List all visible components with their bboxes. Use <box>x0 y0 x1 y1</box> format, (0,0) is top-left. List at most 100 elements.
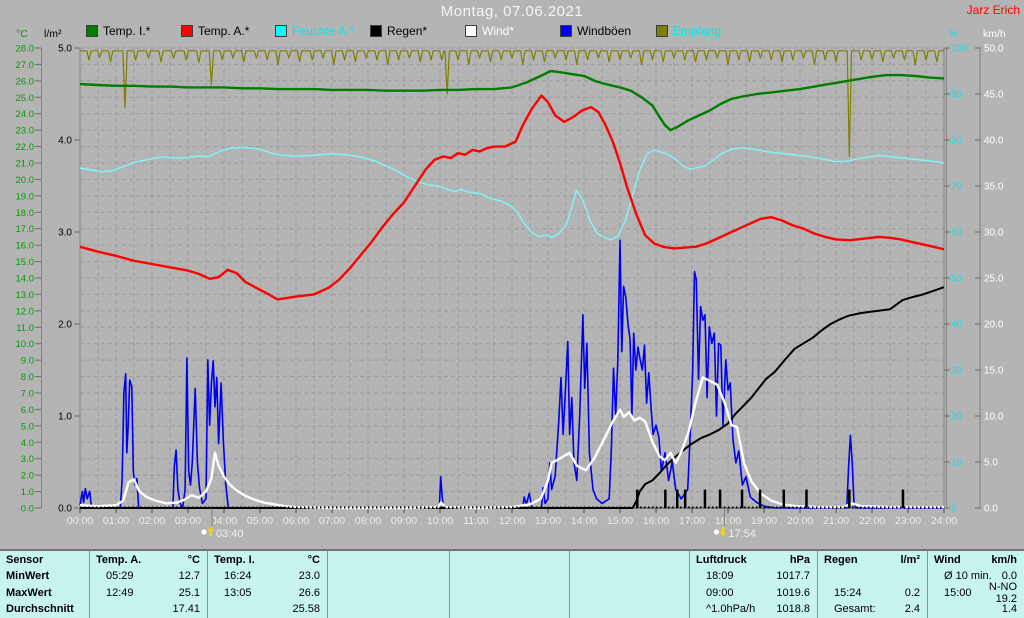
series-empfang-line <box>80 50 944 158</box>
svg-text:15.0: 15.0 <box>984 366 1004 377</box>
table-cell <box>328 585 449 600</box>
svg-text:60: 60 <box>951 228 963 239</box>
table-cell <box>328 569 449 584</box>
legend-label: Temp. A.* <box>198 24 250 38</box>
legend-swatch <box>181 25 193 37</box>
weather-chart-plot: 0.0 1.0 2.0 3.0 4.0 5.0 6.0 7.0 8.0 9.0 10.0 11.0 12… <box>16 44 1004 541</box>
svg-text:10: 10 <box>951 458 963 469</box>
svg-text:2.0: 2.0 <box>58 320 72 331</box>
svg-text:80: 80 <box>951 136 963 147</box>
table-cell: 05:29 12.7 <box>106 570 200 583</box>
svg-text:1.0: 1.0 <box>21 487 34 498</box>
svg-text:11:00: 11:00 <box>463 515 489 527</box>
svg-text:10.0: 10.0 <box>16 339 35 350</box>
table-cell: 12:49 25.1 <box>106 586 200 599</box>
svg-text:23.0: 23.0 <box>16 126 35 137</box>
svg-text:20: 20 <box>951 412 963 423</box>
svg-text:50: 50 <box>951 274 963 285</box>
svg-text:2.0: 2.0 <box>21 471 34 482</box>
svg-text:22.0: 22.0 <box>16 142 35 153</box>
svg-text:24.0: 24.0 <box>16 109 35 120</box>
svg-text:50.0: 50.0 <box>984 44 1004 55</box>
svg-text:00:00: 00:00 <box>67 515 93 527</box>
svg-text:17.0: 17.0 <box>16 224 35 235</box>
table-cell <box>570 585 689 600</box>
table-col-unit: °C <box>307 554 320 567</box>
table-col-empty-4 <box>570 551 690 618</box>
table-cell <box>818 569 927 584</box>
sunrise-icon <box>201 527 215 536</box>
table-cell: 17.41 <box>172 602 200 615</box>
table-col-unit: l/m² <box>900 554 920 567</box>
table-cell: 1.4 <box>1001 602 1017 615</box>
svg-text:08:00: 08:00 <box>355 515 381 527</box>
svg-text:09:00: 09:00 <box>391 515 417 527</box>
legend-label: Windböen <box>577 24 632 38</box>
svg-text:25.0: 25.0 <box>16 93 35 104</box>
svg-text:26.0: 26.0 <box>16 76 35 87</box>
legend-item-7: Empfang <box>656 24 721 38</box>
svg-text:0: 0 <box>951 504 957 515</box>
svg-text:70: 70 <box>951 182 963 193</box>
svg-text:10:00: 10:00 <box>427 515 453 527</box>
series-regen-line <box>80 286 945 509</box>
table-cell: 25.58 <box>292 602 320 615</box>
svg-text:0.0: 0.0 <box>984 504 998 515</box>
axis-ticks-time: 00:00 01:00 02:00 03:00 04:00 05:00 06:00 07:00… <box>67 508 957 527</box>
table-col-name: Luftdruck <box>696 554 747 567</box>
svg-text:14:00: 14:00 <box>571 515 597 527</box>
annotation-03:40: 03:40 <box>201 508 244 540</box>
table-cell <box>328 601 449 616</box>
table-cell: Ø 10 min. 0.0 <box>944 570 1017 583</box>
table-cell: 16:24 23.0 <box>224 570 320 583</box>
legend-item-3: Feuchte A.* <box>275 24 354 38</box>
svg-text:35.0: 35.0 <box>984 182 1004 193</box>
annotation-17:54: 17:54 <box>713 508 756 540</box>
station-owner: Jarz Erich <box>966 3 1020 17</box>
table-cell <box>570 601 689 616</box>
svg-text:03:00: 03:00 <box>175 515 201 527</box>
legend-swatch <box>86 25 98 37</box>
legend-swatch <box>275 25 287 37</box>
svg-text:3.0: 3.0 <box>21 454 34 465</box>
svg-text:6.0: 6.0 <box>21 405 34 416</box>
svg-text:30: 30 <box>951 366 963 377</box>
svg-text:20.0: 20.0 <box>16 175 35 186</box>
table-cell: 15:00 N-NO 19.2 <box>944 580 1017 605</box>
svg-text:40: 40 <box>951 320 963 331</box>
table-row-label: Sensor <box>6 554 44 567</box>
svg-text:13:00: 13:00 <box>535 515 561 527</box>
table-col-wind: Wind km/h Ø 10 min. 0.0 15:00 N-NO 19.2 1.4 <box>928 551 1024 618</box>
legend-label: Temp. I.* <box>103 24 151 38</box>
series-wind-line <box>79 376 944 510</box>
legend-item-4: Regen* <box>370 24 427 38</box>
svg-text:20:00: 20:00 <box>787 515 813 527</box>
table-cell <box>570 569 689 584</box>
table-cell <box>450 585 569 600</box>
svg-text:14.0: 14.0 <box>16 274 35 285</box>
axis-ticks-humidity_pct: 0 10 20 30 40 50 60 70 80 90 100 <box>944 44 968 515</box>
axis-ticks-rain_lm2: 0.0 1.0 2.0 3.0 4.0 5.0 <box>58 44 80 515</box>
svg-text:7.0: 7.0 <box>21 389 34 400</box>
svg-text:5.0: 5.0 <box>21 421 34 432</box>
svg-text:27.0: 27.0 <box>16 60 35 71</box>
svg-text:19.0: 19.0 <box>16 191 35 202</box>
svg-text:9.0: 9.0 <box>21 356 34 367</box>
table-col-temp-i: Temp. I. °C 16:24 23.0 13:05 26.6 25.58 <box>208 551 328 618</box>
table-col-name: Regen <box>824 554 858 567</box>
legend-item-5: Wind* <box>465 24 514 38</box>
rain-event-bars <box>636 489 905 508</box>
table-col-luftdruck: Luftdruck hPa 18:09 1017.7 09:00 1019.6 ^1.0hP… <box>690 551 818 618</box>
svg-text:100: 100 <box>951 44 968 55</box>
svg-text:5.0: 5.0 <box>984 458 998 469</box>
axis-unit-wind: km/h <box>983 28 1006 40</box>
legend-item-1: Temp. I.* <box>86 24 150 38</box>
svg-text:21:00: 21:00 <box>823 515 849 527</box>
legend-label: Wind* <box>482 24 515 38</box>
svg-text:3.0: 3.0 <box>58 228 72 239</box>
legend-item-2: Temp. A.* <box>181 24 249 38</box>
svg-text:05:00: 05:00 <box>247 515 273 527</box>
svg-text:07:00: 07:00 <box>319 515 345 527</box>
svg-text:18.0: 18.0 <box>16 208 35 219</box>
table-cell <box>450 601 569 616</box>
